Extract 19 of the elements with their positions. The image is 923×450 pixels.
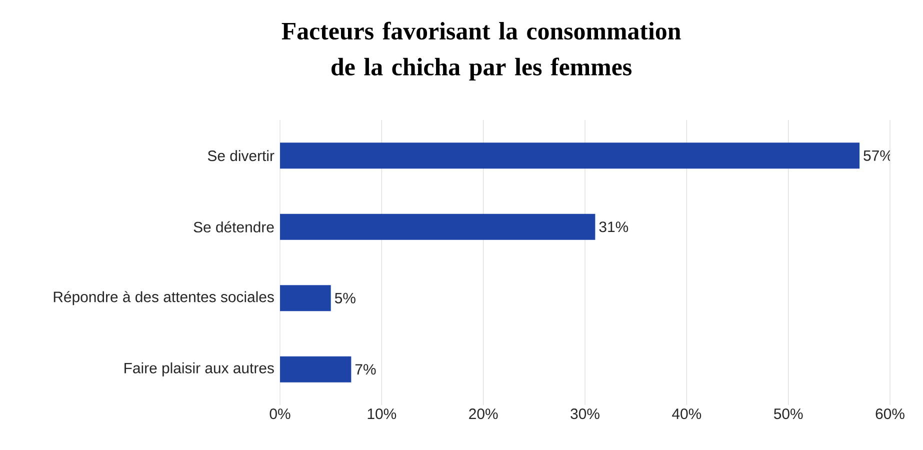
data-label: 5% bbox=[334, 292, 356, 304]
y-tick-label: Se divertir bbox=[208, 150, 274, 162]
bar bbox=[280, 356, 352, 382]
y-tick-label: Faire plaisir aux autres bbox=[124, 362, 274, 376]
data-label: 7% bbox=[355, 364, 376, 375]
bar bbox=[280, 285, 331, 312]
y-tick-label: Se détendre bbox=[194, 221, 274, 232]
data-label: 31% bbox=[599, 222, 628, 232]
x-tick-label: 30% bbox=[570, 408, 600, 420]
y-tick-label: Répondre à des attentes sociales bbox=[54, 291, 274, 306]
x-tick-label: 10% bbox=[368, 408, 396, 420]
bar bbox=[280, 142, 860, 169]
x-tick-label: 0% bbox=[270, 408, 290, 420]
x-tick-label: 40% bbox=[672, 408, 702, 420]
bar bbox=[280, 214, 596, 240]
x-tick-label: 60% bbox=[876, 408, 904, 420]
x-tick-label: 50% bbox=[774, 408, 803, 420]
chart-title: Facteurs favorisant la consommation de la chicha par les femmes bbox=[282, 22, 681, 80]
x-tick-label: 20% bbox=[469, 408, 498, 420]
